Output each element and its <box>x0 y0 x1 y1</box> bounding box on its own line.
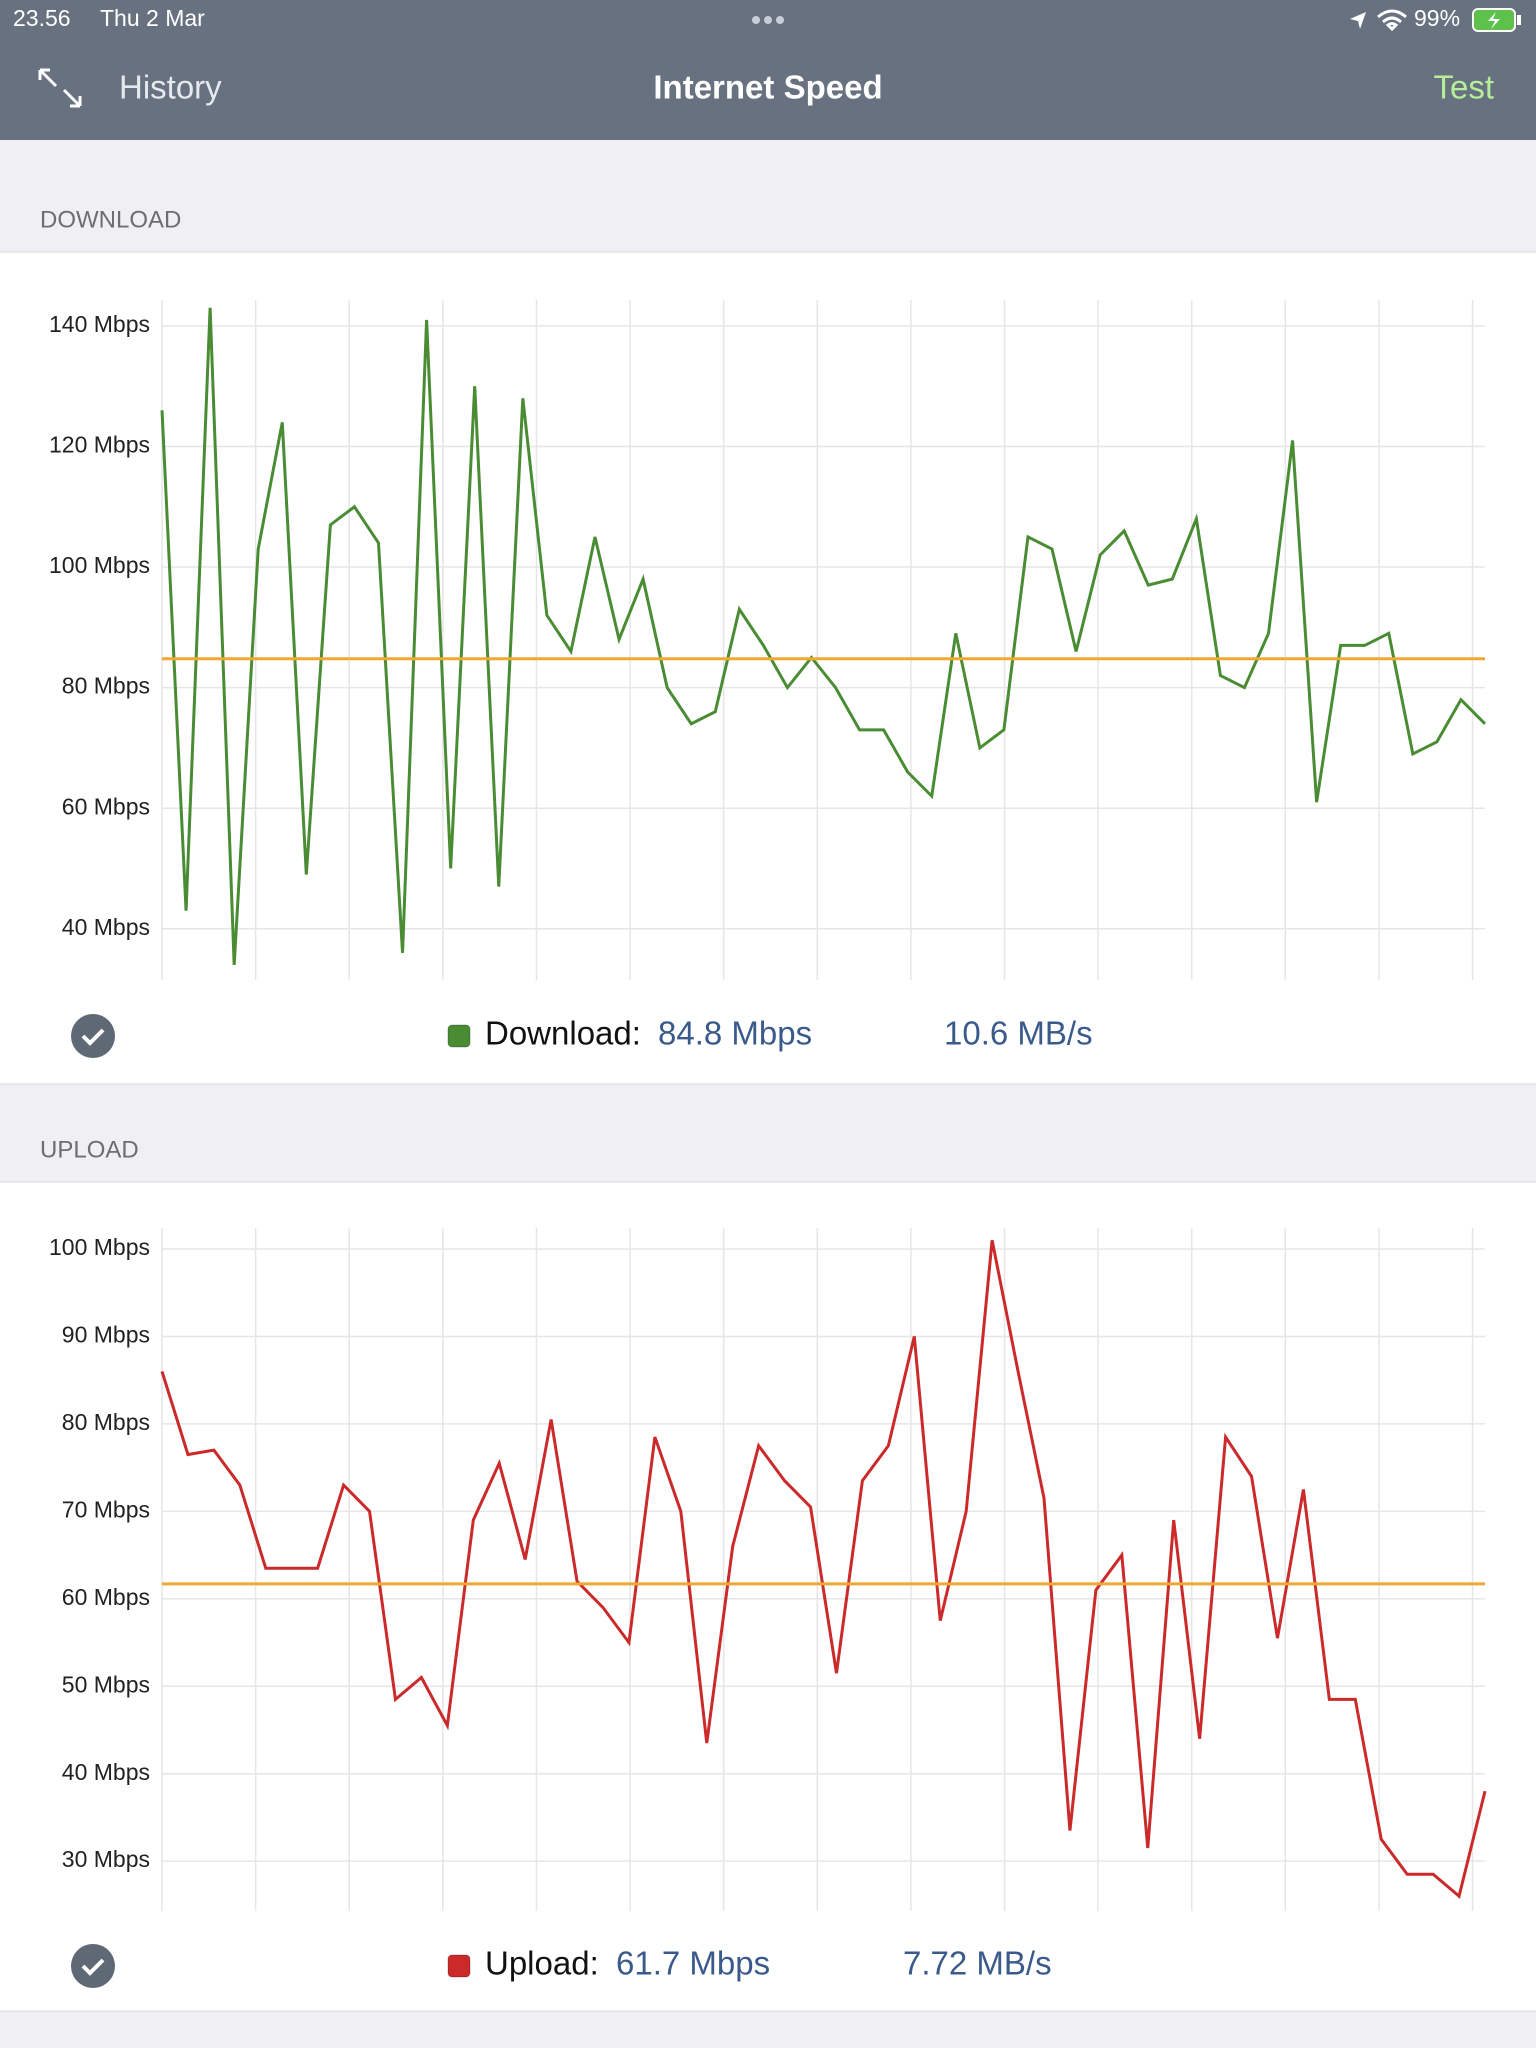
bottom-spacer <box>0 2011 1536 2048</box>
average-value: 84.8 Mbps <box>658 1015 812 1052</box>
average-value: 61.7 Mbps <box>616 1945 770 1982</box>
expand-icon[interactable] <box>38 68 82 108</box>
status-time: 23.56 <box>13 5 71 31</box>
battery-percent: 99% <box>1414 5 1460 31</box>
legend-label: Download: <box>485 1015 641 1052</box>
check-icon <box>71 1944 115 1988</box>
y-tick-label: 100 Mbps <box>49 552 150 578</box>
check-mark <box>81 1958 105 1976</box>
y-tick-label: 60 Mbps <box>62 1584 150 1610</box>
rate-value: 10.6 MB/s <box>944 1015 1093 1052</box>
history-button[interactable]: History <box>119 69 222 106</box>
battery-tip <box>1517 15 1521 25</box>
y-tick-label: 120 Mbps <box>49 432 150 458</box>
y-tick-label: 100 Mbps <box>49 1234 150 1260</box>
y-tick-label: 140 Mbps <box>49 311 150 337</box>
chart-panel <box>0 1182 1536 2011</box>
data-line <box>160 1239 1487 1899</box>
legend-label: Upload: <box>485 1945 599 1982</box>
rate-value: 7.72 MB/s <box>903 1945 1052 1982</box>
nav-title: Internet Speed <box>653 69 882 106</box>
section-header: DOWNLOAD <box>40 206 181 233</box>
y-tick-label: 70 Mbps <box>62 1496 150 1522</box>
wifi-icon <box>1377 9 1407 32</box>
legend-swatch <box>447 1024 471 1048</box>
y-tick-label: 30 Mbps <box>62 1846 150 1872</box>
check-icon <box>71 1014 115 1058</box>
chart-panel <box>0 252 1536 1084</box>
y-tick-label: 90 Mbps <box>62 1322 150 1348</box>
location-icon <box>1350 12 1366 29</box>
y-tick-label: 50 Mbps <box>62 1671 150 1697</box>
y-tick-label: 80 Mbps <box>62 1409 150 1435</box>
y-tick-label: 60 Mbps <box>62 793 150 819</box>
section-header: UPLOAD <box>40 1136 139 1163</box>
y-tick-label: 40 Mbps <box>62 914 150 940</box>
status-date: Thu 2 Mar <box>100 5 205 31</box>
y-tick-label: 80 Mbps <box>62 673 150 699</box>
check-mark <box>81 1028 105 1046</box>
multitask-dots <box>752 16 784 24</box>
y-tick-label: 40 Mbps <box>62 1759 150 1785</box>
test-button[interactable]: Test <box>1433 69 1494 106</box>
charging-bolt <box>1488 12 1500 29</box>
legend-swatch <box>447 1954 471 1978</box>
data-line <box>160 307 1487 966</box>
